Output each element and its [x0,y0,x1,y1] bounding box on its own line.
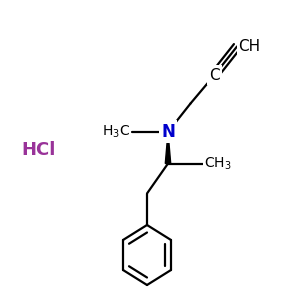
Polygon shape [165,132,171,164]
Text: C: C [209,68,220,82]
Text: HCl: HCl [22,141,56,159]
Text: $\mathregular{CH_3}$: $\mathregular{CH_3}$ [204,155,232,172]
Text: CH: CH [238,39,261,54]
Text: $\mathregular{H_3C}$: $\mathregular{H_3C}$ [102,124,130,140]
Text: N: N [161,123,175,141]
